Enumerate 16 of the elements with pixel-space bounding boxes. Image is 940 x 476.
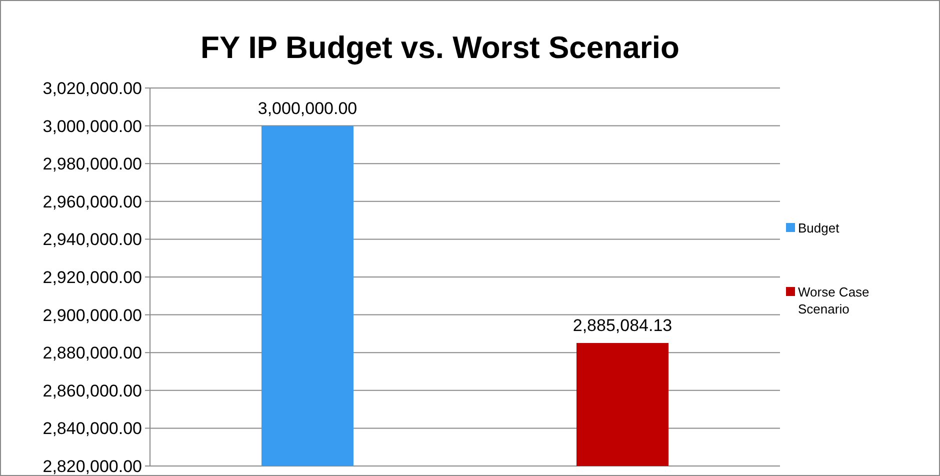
data-label: 3,000,000.00 bbox=[258, 98, 358, 118]
legend-label: Worse Case Scenario bbox=[798, 284, 870, 316]
y-tick-label: 2,880,000.00 bbox=[42, 344, 142, 363]
y-tick-label: 2,900,000.00 bbox=[42, 306, 142, 325]
chart-title: FY IP Budget vs. Worst Scenario bbox=[200, 30, 680, 65]
y-tick-label: 2,920,000.00 bbox=[42, 268, 142, 287]
y-tick-label: 2,860,000.00 bbox=[42, 381, 142, 400]
y-tick-label: 2,960,000.00 bbox=[42, 192, 142, 212]
data-label: 2,885,084.13 bbox=[572, 316, 672, 335]
y-tick-label: 2,940,000.00 bbox=[42, 230, 142, 250]
y-tick-label: 3,020,000.00 bbox=[42, 78, 142, 98]
legend-label: Budget bbox=[798, 220, 840, 236]
y-tick-label: 3,000,000.00 bbox=[42, 116, 142, 136]
y-tick-label: 2,980,000.00 bbox=[42, 154, 142, 174]
y-tick-label: 2,840,000.00 bbox=[42, 419, 142, 438]
y-tick-label: 2,820,000.00 bbox=[42, 456, 142, 476]
